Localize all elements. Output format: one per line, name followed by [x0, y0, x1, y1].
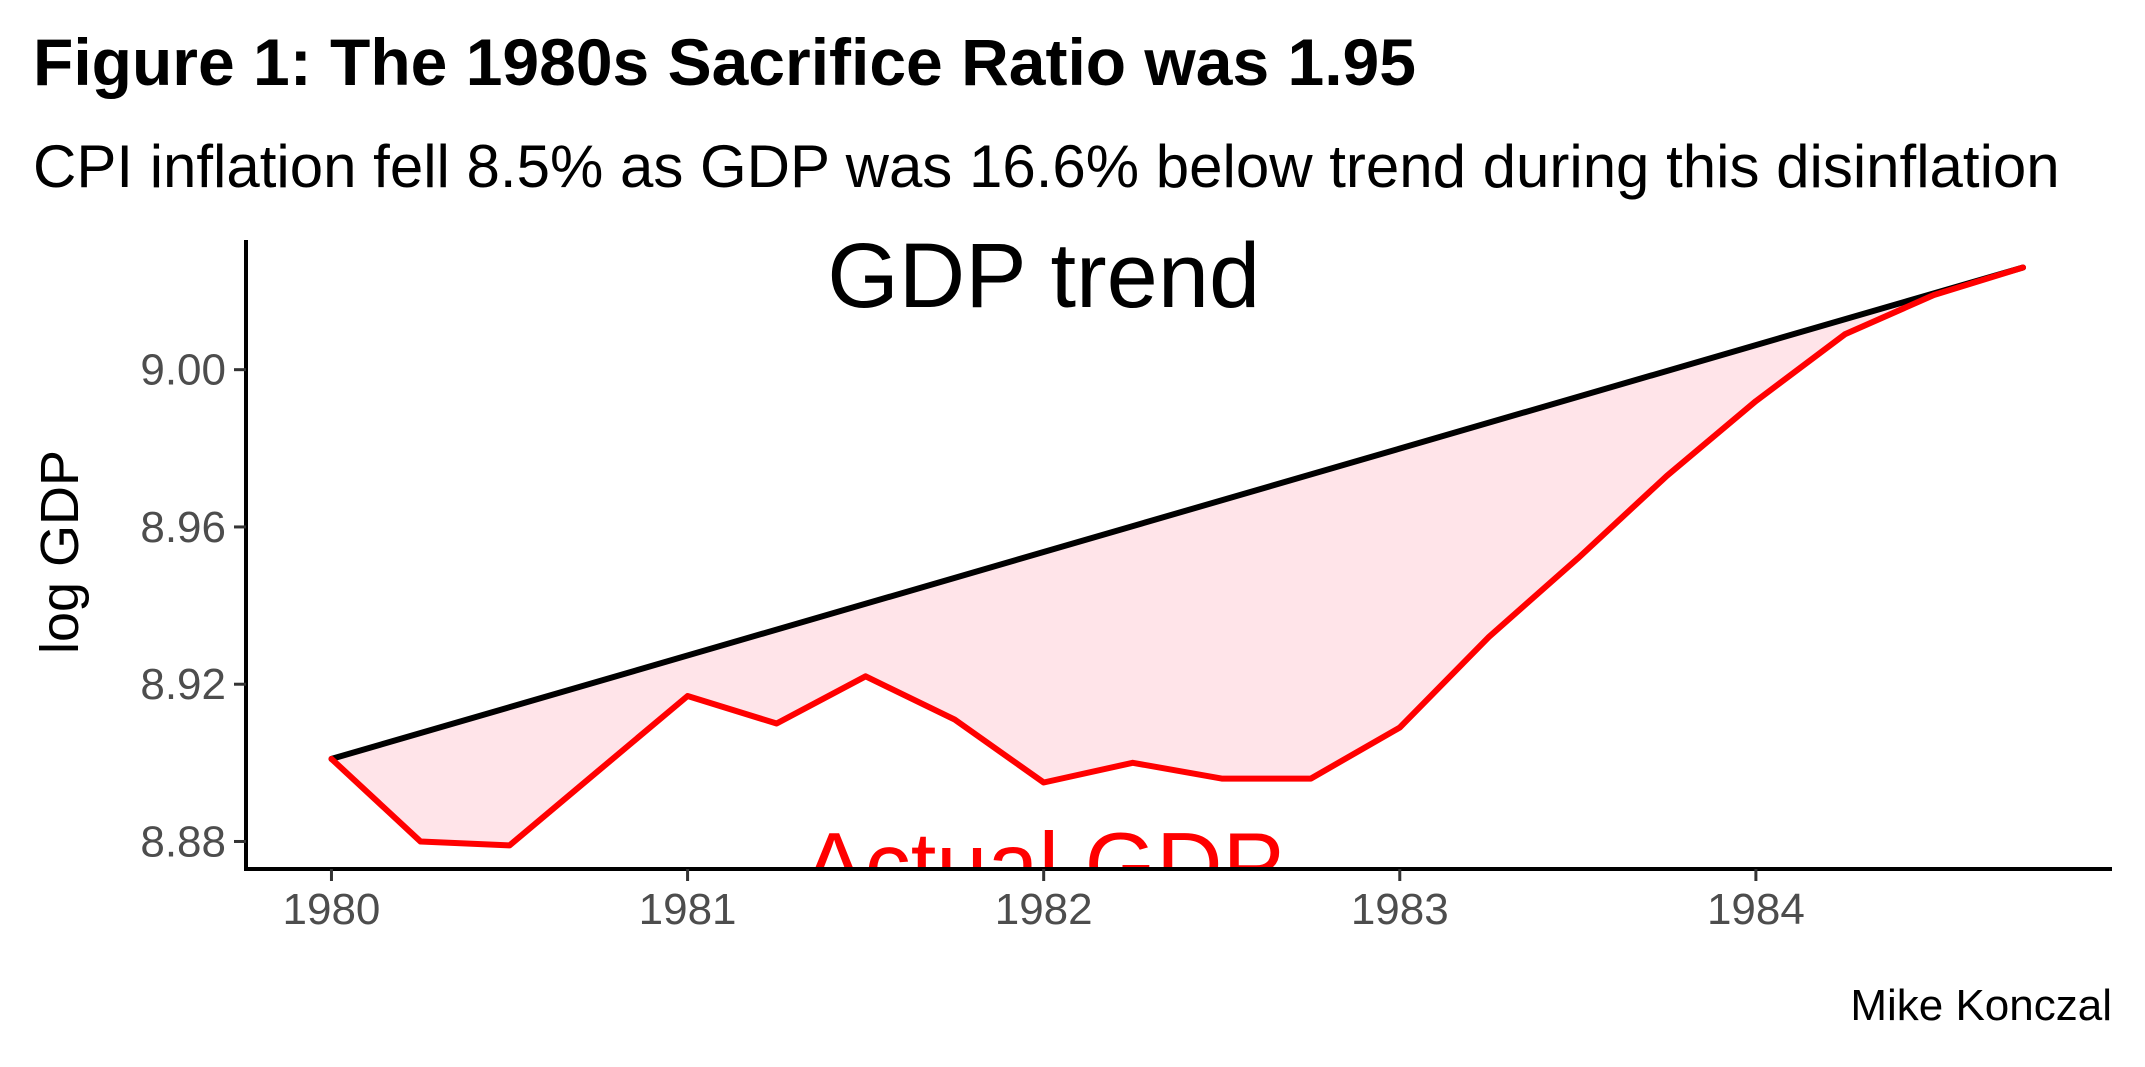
chart-title: Figure 1: The 1980s Sacrifice Ratio was … — [33, 25, 1416, 99]
annotation-actual-gdp: Actual GDP — [803, 815, 1284, 917]
x-tick-label: 1983 — [1351, 885, 1449, 934]
axes — [244, 240, 2112, 871]
series-line-actual-gdp — [328, 264, 2026, 849]
gap-shading — [331, 267, 2023, 846]
x-tick-label: 1980 — [283, 885, 381, 934]
y-tick-label: 8.88 — [140, 817, 226, 866]
x-tick-label: 1981 — [639, 885, 737, 934]
x-tick-label: 1984 — [1707, 885, 1805, 934]
x-tick-label: 1982 — [995, 885, 1093, 934]
y-tick-label: 8.96 — [140, 503, 226, 552]
chart-subtitle: CPI inflation fell 8.5% as GDP was 16.6%… — [33, 133, 2060, 200]
ticks: 8.88 8.92 8.96 9.00 1980 1981 1982 1983 1984 — [140, 346, 1804, 934]
series-line-gdp-trend — [328, 264, 2026, 762]
plot-area: GDP trend Actual GDP — [328, 225, 2026, 917]
y-tick-label: 8.92 — [140, 660, 226, 709]
chart-caption: Mike Konczal — [1850, 981, 2112, 1030]
y-axis-title: log GDP — [30, 450, 90, 654]
y-tick-label: 9.00 — [140, 346, 226, 395]
annotation-gdp-trend: GDP trend — [827, 225, 1260, 327]
